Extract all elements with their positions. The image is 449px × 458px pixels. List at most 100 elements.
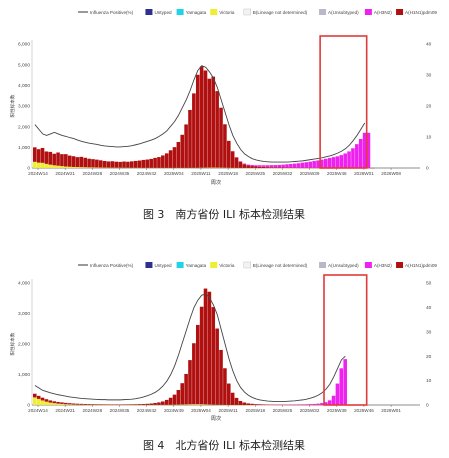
bar-h1n1pdm09 [48, 400, 53, 403]
legend-label: A(H3N2) [374, 263, 392, 268]
bar-h1n1pdm09 [44, 151, 49, 164]
bar-h1n1pdm09 [33, 393, 37, 398]
bar-victoria [52, 403, 56, 405]
x-axis-label: 周次 [211, 178, 221, 186]
x-tick-label: 2026W01 [354, 171, 374, 176]
bar-h1n1pdm09 [122, 161, 126, 168]
legend-label: Influenza Positive(%) [90, 263, 134, 268]
bar-h3n2 [335, 156, 340, 168]
y-tick-label: 3,000 [18, 311, 30, 317]
bar-h1n1pdm09 [180, 383, 185, 405]
bar-h1n1pdm09 [230, 392, 235, 405]
bar-h1n1pdm09 [130, 161, 134, 168]
x-tick-label: 2024W35 [110, 408, 130, 413]
bar-h3n2 [308, 404, 313, 405]
legend-label: Victoria [219, 10, 235, 15]
bar-h1n1pdm09 [258, 404, 262, 405]
bar-h1n1pdm09 [242, 402, 247, 405]
bar-h1n1pdm09 [52, 401, 56, 404]
legend: Influenza Positive(%) Untyped Yamagata Vict… [78, 8, 437, 16]
legend-label: Yamagata [186, 263, 207, 268]
bar-h3n2 [324, 402, 328, 405]
bar-h3n2 [343, 359, 347, 405]
x-tick-label: 2025W25 [245, 171, 265, 176]
bar-h1n1pdm09 [195, 74, 200, 168]
x-tick-label: 2025W18 [245, 408, 265, 413]
bar-h1n1pdm09 [219, 107, 223, 168]
bar-h1n1pdm09 [277, 167, 282, 168]
legend-label: B(Lineage not determined) [253, 263, 308, 268]
x-tick-label: 2024W42 [137, 171, 157, 176]
bar-h1n1pdm09 [75, 157, 80, 168]
bar-h1n1pdm09 [56, 152, 60, 166]
x-tick-label: 2024W28 [82, 408, 102, 413]
bar-h1n1pdm09 [118, 161, 122, 168]
bar-h3n2 [300, 162, 305, 168]
legend-swatch-icon [243, 261, 252, 269]
bars [33, 288, 367, 406]
bar-h1n1pdm09 [36, 149, 41, 163]
y2-tick-label: 0 [426, 166, 429, 172]
y-tick-label: 2,000 [18, 342, 30, 348]
bar-h1n1pdm09 [98, 404, 103, 405]
bar-h1n1pdm09 [230, 151, 235, 168]
bar-h1n1pdm09 [188, 109, 192, 168]
legend-swatch-icon [243, 8, 252, 16]
bar-h1n1pdm09 [36, 395, 41, 399]
bar-h1n1pdm09 [149, 403, 153, 405]
bar-h1n1pdm09 [79, 156, 84, 168]
x-axis-label: 周次 [211, 414, 221, 422]
x-tick-label: 2025W32 [273, 171, 293, 176]
y2-tick-label: 20 [426, 354, 432, 360]
highlight-box [319, 35, 368, 169]
x-tick-label: 2024W49 [164, 408, 184, 413]
bar-h3n2 [327, 400, 332, 405]
bar-h3n2 [339, 368, 344, 405]
bar-h3n2 [312, 403, 316, 405]
bar-victoria [203, 404, 208, 405]
x-tick-label: 2024W14 [28, 408, 48, 413]
bar-h3n2 [362, 132, 367, 168]
bar-h1n1pdm09 [87, 404, 91, 405]
bar-h1n1pdm09 [95, 404, 99, 405]
y2-tick-label: 30 [426, 73, 432, 79]
legend-swatch-icon [176, 262, 184, 268]
bar-h1n1pdm09 [79, 403, 84, 405]
y-tick-label: 1,000 [18, 372, 30, 378]
highlight-box [323, 274, 368, 406]
bar-h1n1pdm09 [176, 142, 181, 168]
bar-h1n1pdm09 [64, 402, 68, 405]
bar-h3n2 [273, 165, 278, 168]
bar-victoria [71, 166, 76, 168]
x-tick-label: 2024W42 [137, 408, 157, 413]
bar-victoria [184, 404, 188, 405]
bar-h1n1pdm09 [211, 76, 216, 168]
legend-swatch-icon [364, 9, 372, 15]
bar-h3n2 [304, 404, 309, 405]
x-tick-label: 2024W21 [55, 408, 75, 413]
bar-h1n1pdm09 [56, 401, 60, 404]
x-tick-label: 2025W04 [164, 171, 184, 176]
bar-h1n1pdm09 [48, 151, 53, 165]
bar-victoria [195, 404, 200, 405]
bar-h1n1pdm09 [168, 397, 173, 405]
bar-h3n2 [320, 159, 324, 168]
x-tick-label: 2024W35 [110, 171, 130, 176]
bar-h3n2 [331, 157, 336, 168]
bar-h1n1pdm09 [254, 166, 258, 168]
bar-h1n1pdm09 [126, 161, 130, 168]
bar-victoria [199, 404, 204, 405]
y2-tick-label: 30 [426, 329, 432, 335]
bar-h3n2 [316, 403, 320, 405]
bar-h3n2 [296, 163, 301, 168]
bar-h1n1pdm09 [234, 157, 239, 168]
bar-h1n1pdm09 [145, 159, 150, 168]
bar-victoria [79, 167, 84, 168]
bar-h3n2 [254, 165, 258, 167]
bar-h3n2 [261, 165, 266, 167]
bar-victoria [91, 167, 95, 168]
bar-h3n2 [339, 155, 344, 168]
bar-victoria [44, 401, 49, 405]
bar-victoria [83, 167, 88, 168]
legend-swatch-icon [176, 9, 184, 15]
